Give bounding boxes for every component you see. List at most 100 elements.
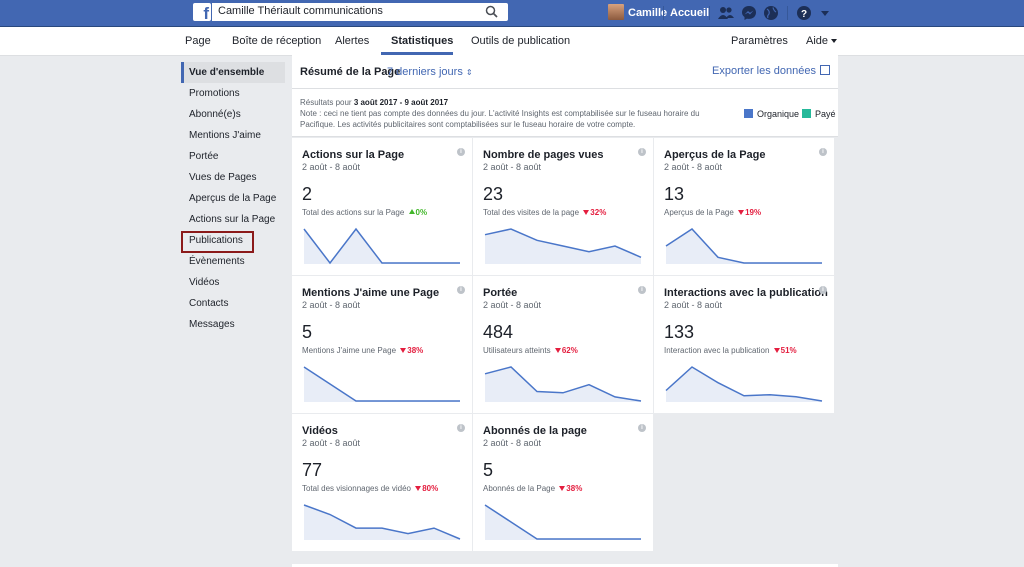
card-subtitle-text: Mentions J'aime une Page [302, 346, 397, 355]
sidebar-item-page-views[interactable]: Vues de Pages [189, 172, 257, 183]
tab-alerts[interactable]: Alertes [335, 35, 370, 47]
tab-inbox[interactable]: Boîte de réception [232, 35, 322, 47]
card-page-actions[interactable]: Actions sur la Page i 2 août - 8 août 2 Tota… [292, 138, 472, 275]
sidebar-item-events[interactable]: Évènements [189, 256, 245, 267]
globe-icon[interactable] [763, 5, 779, 21]
sparkline-line [484, 366, 642, 402]
sidebar-item-reach[interactable]: Portée [189, 151, 219, 162]
messenger-icon[interactable] [741, 5, 757, 21]
tab-publishing-tools[interactable]: Outils de publication [471, 35, 571, 47]
card-value: 5 [483, 460, 494, 480]
card-page-views[interactable]: Nombre de pages vues i 2 août - 8 août 23 To… [473, 138, 653, 275]
search-icon[interactable] [485, 5, 498, 18]
sidebar-item-likes[interactable]: Mentions J'aime [189, 130, 261, 141]
card-title: Actions sur la Page [302, 149, 405, 161]
change-value: 19% [745, 208, 762, 217]
sidebar-item-followers[interactable]: Abonné(e)s [189, 109, 241, 120]
info-icon[interactable]: i [638, 286, 646, 294]
sidebar-item-posts[interactable]: Publications [189, 235, 243, 246]
info-icon[interactable]: i [457, 286, 465, 294]
card-value: 133 [664, 322, 695, 342]
tab-insights[interactable]: Statistiques [391, 35, 454, 47]
card-subtitle: Utilisateurs atteints 62% [483, 346, 578, 355]
sparkline-line [303, 227, 460, 265]
date-range-label: 7 derniers jours [387, 66, 463, 78]
trend-arrow-icon [400, 348, 407, 353]
divider [709, 6, 710, 20]
sidebar-item-page-previews[interactable]: Aperçus de la Page [189, 193, 277, 204]
sidebar-item-videos[interactable]: Vidéos [189, 277, 220, 288]
trend-arrow-icon [773, 348, 780, 353]
card-subtitle-text: Interaction avec la publication [664, 346, 770, 355]
change-badge: 80% [415, 484, 438, 493]
settings-link[interactable]: Paramètres [731, 35, 788, 47]
export-data-button[interactable]: Exporter les données [712, 65, 830, 77]
help-icon[interactable]: ? [796, 5, 812, 21]
card-videos[interactable]: Vidéos i 2 août - 8 août 77 Total des vision… [292, 414, 472, 551]
home-link[interactable]: Accueil [670, 7, 710, 19]
legend-swatch-paid [802, 109, 811, 118]
change-value: 0% [415, 208, 428, 217]
results-prefix: Résultats pour [300, 98, 354, 107]
tab-page[interactable]: Page [185, 35, 211, 47]
sidebar-item-actions[interactable]: Actions sur la Page [189, 214, 276, 225]
sparkline-area [485, 505, 641, 540]
caret-down-icon[interactable] [817, 5, 833, 21]
sidebar-item-messages[interactable]: Messages [189, 319, 235, 330]
page-navigation: Page Boîte de réception Alertes Statisti… [0, 27, 1024, 56]
sort-icon: ⇕ [465, 68, 473, 77]
note-line-1: Note : ceci ne tient pas compte des donn… [300, 109, 700, 118]
info-icon[interactable]: i [819, 148, 827, 156]
card-page-previews[interactable]: Aperçus de la Page i 2 août - 8 août 13 Aper… [654, 138, 834, 275]
avatar[interactable] [608, 4, 624, 20]
friends-icon[interactable] [718, 5, 734, 21]
trend-arrow-icon [559, 486, 566, 491]
card-subtitle-text: Utilisateurs atteints [483, 346, 551, 355]
change-badge: 51% [773, 346, 797, 355]
card-title: Nombre de pages vues [483, 149, 604, 161]
info-icon[interactable]: i [457, 148, 465, 156]
sparkline-line [665, 366, 823, 402]
change-badge: 32% [583, 208, 606, 217]
change-value: 38% [566, 484, 583, 493]
change-badge: 38% [559, 484, 582, 493]
search-input[interactable]: Camille Thériault communications [212, 3, 508, 21]
sidebar-item-contacts[interactable]: Contacts [189, 298, 229, 309]
change-badge: 0% [408, 208, 428, 217]
results-dates: 3 août 2017 - 9 août 2017 [353, 98, 449, 107]
card-date: 2 août - 8 août [664, 162, 723, 172]
card-value: 2 [302, 184, 313, 204]
sidebar-item-overview[interactable]: Vue d'ensemble [181, 62, 285, 83]
facebook-logo-icon[interactable]: f [193, 3, 211, 23]
help-menu[interactable]: Aide [806, 35, 838, 47]
change-value: 80% [422, 484, 439, 493]
card-subtitle-text: Aperçus de la Page [664, 208, 734, 217]
card-page-likes[interactable]: Mentions J'aime une Page i 2 août - 8 août… [292, 276, 472, 413]
card-post-engagement[interactable]: Interactions avec la publication i 2 août … [654, 276, 834, 413]
info-icon[interactable]: i [638, 424, 646, 432]
info-icon[interactable]: i [819, 286, 827, 294]
sparkline-chart [303, 366, 460, 402]
trend-arrow-icon [415, 486, 422, 491]
insights-sidebar: Vue d'ensemble Promotions Abonné(e)s Men… [181, 62, 285, 335]
divider [787, 6, 788, 20]
sparkline-line [303, 504, 461, 540]
sidebar-item-promotions[interactable]: Promotions [189, 88, 240, 99]
card-reach[interactable]: Portée i 2 août - 8 août 484 Utilisateurs at… [473, 276, 653, 413]
date-range-dropdown[interactable]: 7 derniers jours ⇕ [387, 66, 473, 78]
info-icon[interactable]: i [638, 148, 646, 156]
card-date: 2 août - 8 août [483, 438, 542, 448]
legend-organic: Organique [744, 109, 799, 119]
card-page-followers[interactable]: Abonnés de la page i 2 août - 8 août 5 Abonn… [473, 414, 653, 551]
sparkline-area [666, 367, 822, 402]
legend-paid: Payé [802, 109, 836, 119]
svg-text:?: ? [801, 9, 807, 20]
info-icon[interactable]: i [457, 424, 465, 432]
results-note: Résultats pour 3 août 2017 - 9 août 2017… [292, 89, 838, 137]
profile-name-link[interactable]: Camille [628, 7, 668, 19]
results-range: Résultats pour 3 août 2017 - 9 août 2017 [300, 98, 448, 107]
card-subtitle-text: Abonnés de la Page [483, 484, 556, 493]
search-value: Camille Thériault communications [218, 5, 383, 17]
trend-arrow-icon [738, 210, 745, 215]
card-subtitle-text: Total des visionnages de vidéo [302, 484, 411, 493]
